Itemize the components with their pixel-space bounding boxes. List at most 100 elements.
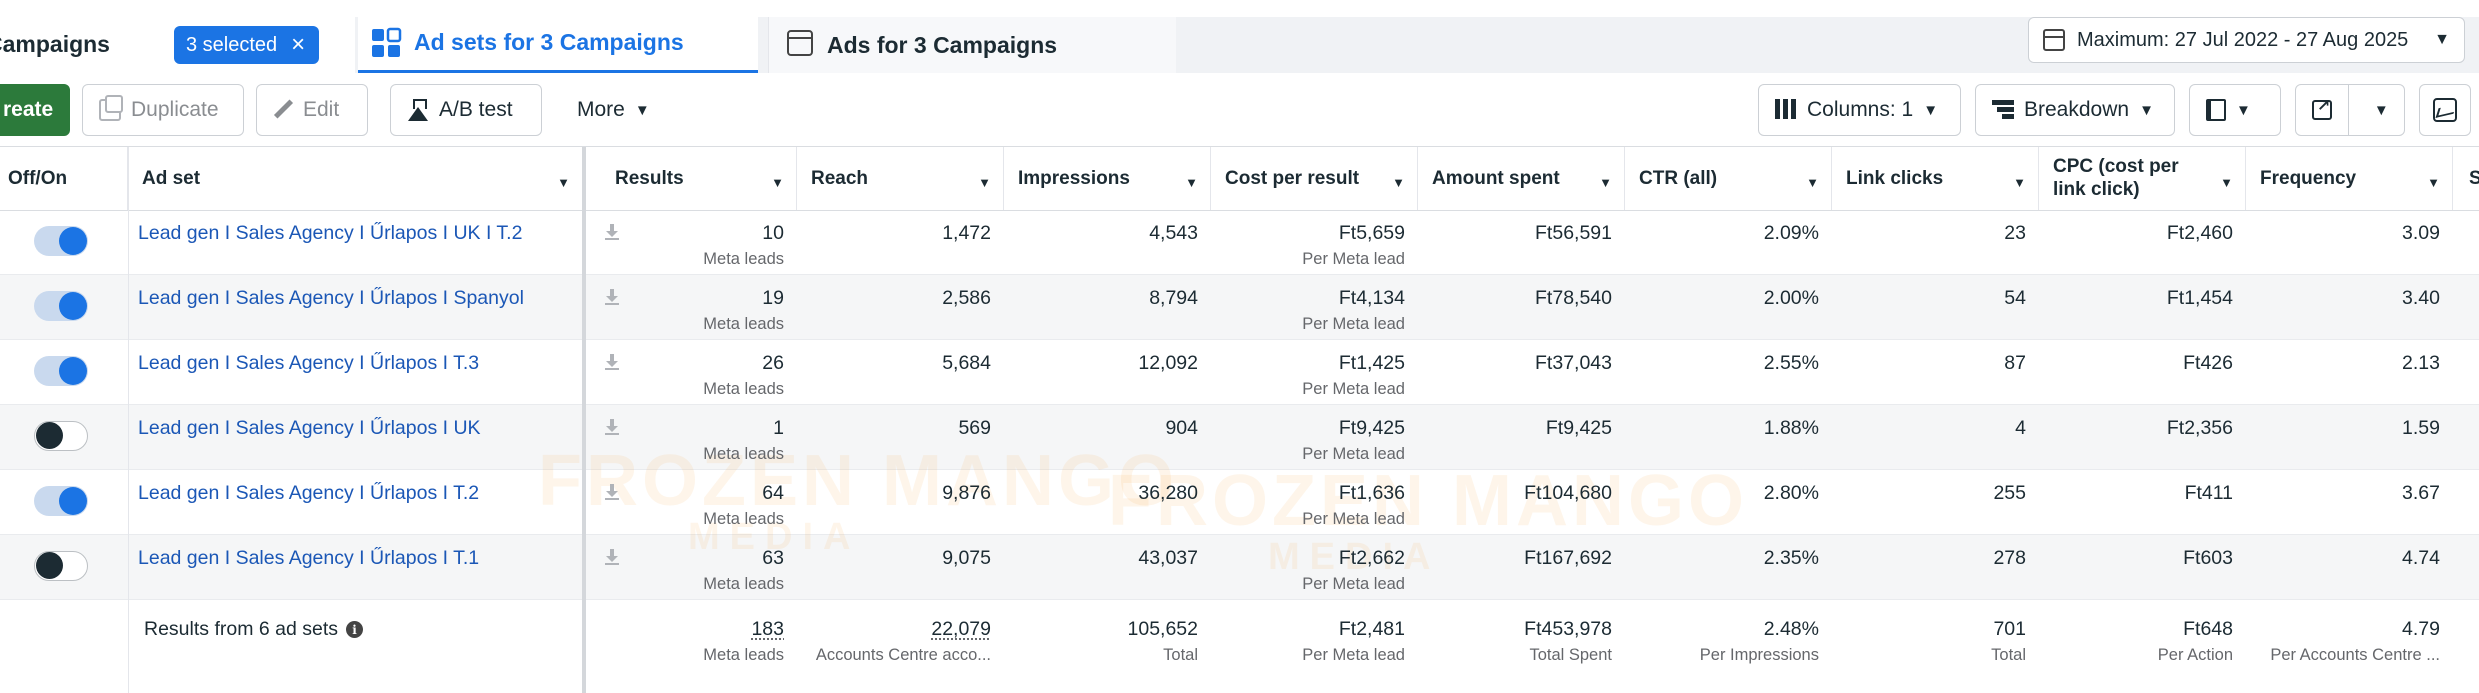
selected-chip[interactable]: 3 selected × xyxy=(174,26,320,64)
sort-caret-icon[interactable]: ▼ xyxy=(2220,175,2233,190)
download-icon[interactable] xyxy=(605,549,619,565)
calendar-icon xyxy=(2043,29,2065,51)
col-next-header[interactable]: S xyxy=(2453,147,2479,210)
cell-cpc: Ft1,454 xyxy=(2166,287,2233,309)
totals-label: Results from 6 ad sets i xyxy=(144,618,363,641)
close-icon[interactable]: × xyxy=(291,31,306,58)
col-frequency-header[interactable]: Frequency ▼ xyxy=(2246,147,2453,210)
col-linkclicks-header[interactable]: Link clicks ▼ xyxy=(1832,147,2039,210)
adset-toggle[interactable] xyxy=(34,421,88,451)
create-button[interactable]: reate xyxy=(0,84,70,136)
sort-caret-icon[interactable]: ▼ xyxy=(978,175,991,190)
cell-cpc: Ft426 xyxy=(2183,352,2233,374)
cell-clicks: 4 xyxy=(2015,417,2026,439)
adset-toggle[interactable] xyxy=(34,551,88,581)
date-range-button[interactable]: Maximum: 27 Jul 2022 - 27 Aug 2025 ▼ xyxy=(2028,17,2465,63)
adset-toggle[interactable] xyxy=(34,291,88,321)
toggle-knob xyxy=(59,487,87,515)
download-icon-base xyxy=(605,303,619,305)
sort-caret-icon[interactable]: ▼ xyxy=(1392,175,1405,190)
col-impressions-label: Impressions xyxy=(1018,168,1130,189)
more-button[interactable]: More ▼ xyxy=(560,84,670,136)
adset-name-link[interactable]: Lead gen I Sales Agency I Űrlapos I T.1 xyxy=(138,547,480,569)
total-freq: 4.79 xyxy=(2402,618,2440,640)
cell-reach: 9,075 xyxy=(942,547,991,569)
export-main[interactable] xyxy=(2296,85,2349,135)
adset-toggle[interactable] xyxy=(34,356,88,386)
cell-results: 26 xyxy=(762,352,784,374)
tab-ads[interactable]: Ads for 3 Campaigns xyxy=(768,17,1176,73)
sort-caret-icon[interactable]: ▼ xyxy=(1806,175,1819,190)
sort-caret-icon[interactable]: ▼ xyxy=(2013,175,2026,190)
adset-name-link[interactable]: Lead gen I Sales Agency I Űrlapos I T.3 xyxy=(138,352,480,374)
col-ctr-label: CTR (all) xyxy=(1639,168,1718,189)
cell-cpc: Ft2,356 xyxy=(2166,417,2233,439)
flask-icon xyxy=(407,99,429,121)
download-icon[interactable] xyxy=(605,354,619,370)
adset-name-link[interactable]: Lead gen I Sales Agency I Űrlapos I Span… xyxy=(138,287,524,309)
charts-button[interactable] xyxy=(2419,84,2471,136)
breakdown-button[interactable]: Breakdown ▼ xyxy=(1975,84,2175,136)
toggle-knob xyxy=(59,292,87,320)
col-offon-label: Off/On xyxy=(8,168,68,189)
table-row xyxy=(0,210,2479,275)
reports-button[interactable]: ▼ xyxy=(2189,84,2281,136)
col-frequency-label: Frequency xyxy=(2260,168,2357,189)
cell-freq: 2.13 xyxy=(2402,352,2440,374)
cell-cpr: Ft9,425 xyxy=(1338,417,1405,439)
cell-impressions: 8,794 xyxy=(1149,287,1198,309)
sort-caret-icon[interactable]: ▼ xyxy=(557,175,570,190)
adset-name-link[interactable]: Lead gen I Sales Agency I Űrlapos I UK xyxy=(138,417,481,439)
col-adset-header[interactable]: Ad set ▼ xyxy=(128,147,583,210)
info-icon[interactable]: i xyxy=(346,621,363,638)
duplicate-button-label: Duplicate xyxy=(131,98,219,121)
total-spent: Ft453,978 xyxy=(1524,618,1612,640)
tab-campaigns[interactable]: Campaigns 3 selected × xyxy=(0,17,355,73)
col-impressions-header[interactable]: Impressions ▼ xyxy=(1004,147,1211,210)
adset-name-link[interactable]: Lead gen I Sales Agency I Űrlapos I T.2 xyxy=(138,482,480,504)
tab-adsets[interactable]: Ad sets for 3 Campaigns xyxy=(358,17,758,73)
edit-button[interactable]: Edit xyxy=(256,84,368,136)
adset-toggle[interactable] xyxy=(34,486,88,516)
download-icon[interactable] xyxy=(605,289,619,305)
export-button[interactable]: ▼ xyxy=(2295,84,2405,136)
adset-toggle[interactable] xyxy=(34,226,88,256)
cell-results-sub: Meta leads xyxy=(703,315,784,333)
frozen-col-divider[interactable] xyxy=(582,147,586,693)
col-cpc-header[interactable]: CPC (cost per link click) ▼ xyxy=(2039,147,2246,210)
download-icon[interactable] xyxy=(605,484,619,500)
total-cpc-sub: Per Action xyxy=(2157,646,2233,664)
sort-caret-icon[interactable]: ▼ xyxy=(1599,175,1612,190)
cell-impressions: 43,037 xyxy=(1138,547,1198,569)
sort-caret-icon[interactable]: ▼ xyxy=(1185,175,1198,190)
breakdown-icon xyxy=(1992,100,2014,120)
export-dropdown[interactable]: ▼ xyxy=(2359,102,2404,119)
cell-cpr-sub: Per Meta lead xyxy=(1302,445,1405,463)
col-offon-header: Off/On xyxy=(0,147,128,210)
sort-caret-icon[interactable]: ▼ xyxy=(2427,175,2440,190)
cell-cpr-sub: Per Meta lead xyxy=(1302,510,1405,528)
col-results-header[interactable]: Results ▼ xyxy=(601,147,797,210)
col-cpr-header[interactable]: Cost per result ▼ xyxy=(1211,147,1418,210)
columns-button[interactable]: Columns: 1 ▼ xyxy=(1758,84,1961,136)
download-icon[interactable] xyxy=(605,224,619,240)
col-spent-header[interactable]: Amount spent ▼ xyxy=(1418,147,1625,210)
cell-ctr: 2.09% xyxy=(1763,222,1819,244)
download-icon[interactable] xyxy=(605,419,619,435)
cell-reach: 2,586 xyxy=(942,287,991,309)
sort-caret-icon[interactable]: ▼ xyxy=(771,175,784,190)
total-impressions-sub: Total xyxy=(1163,646,1198,664)
cell-cpr: Ft4,134 xyxy=(1338,287,1405,309)
chevron-down-icon: ▼ xyxy=(2236,101,2251,119)
ab-test-button[interactable]: A/B test xyxy=(390,84,542,136)
total-results-sub: Meta leads xyxy=(703,646,784,664)
cell-ctr: 2.35% xyxy=(1763,547,1819,569)
duplicate-button[interactable]: Duplicate xyxy=(82,84,244,136)
download-icon-base xyxy=(605,498,619,500)
table-row xyxy=(0,275,2479,340)
total-freq-sub: Per Accounts Centre ... xyxy=(2270,646,2440,664)
chevron-down-icon: ▼ xyxy=(1923,101,1939,119)
col-ctr-header[interactable]: CTR (all) ▼ xyxy=(1625,147,1832,210)
col-reach-header[interactable]: Reach ▼ xyxy=(797,147,1004,210)
adset-name-link[interactable]: Lead gen I Sales Agency I Űrlapos I UK I… xyxy=(138,222,523,244)
